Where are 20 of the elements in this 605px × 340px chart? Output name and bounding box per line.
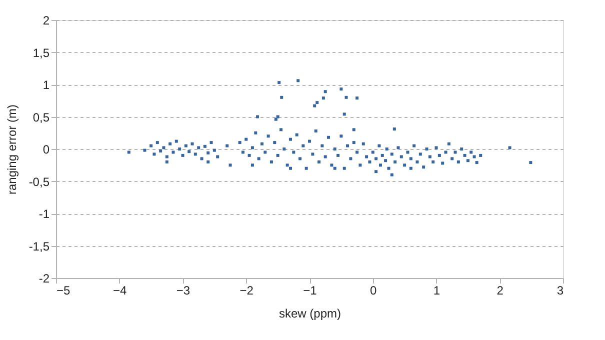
y-tick-label: -2 — [38, 272, 50, 286]
y-tick-label: 1 — [42, 78, 50, 92]
x-axis-title: skew (ppm) — [278, 306, 342, 320]
y-tick-label: 2 — [42, 14, 50, 28]
x-tick-label: 2 — [496, 284, 504, 298]
x-tick-label: 0 — [370, 284, 378, 298]
x-tick-label: 1 — [433, 284, 440, 298]
y-tick-label: 0 — [42, 142, 50, 156]
y-tick-label: -1 — [38, 207, 50, 221]
y-tick-label: -1,5 — [28, 239, 50, 254]
x-tick-label: −4 — [113, 284, 128, 298]
x-tick-label: −2 — [240, 284, 254, 298]
x-tick-label: −5 — [56, 284, 71, 298]
y-tick-label: 0,5 — [32, 110, 50, 124]
y-tick-label: -0,5 — [28, 174, 50, 189]
x-tick-label: −1 — [303, 284, 318, 298]
y-tick-label: 1,5 — [32, 46, 50, 60]
y-axis-title: ranging error (m) — [4, 104, 19, 195]
x-tick-label: 3 — [556, 284, 564, 298]
x-tick-label: −3 — [176, 284, 190, 298]
